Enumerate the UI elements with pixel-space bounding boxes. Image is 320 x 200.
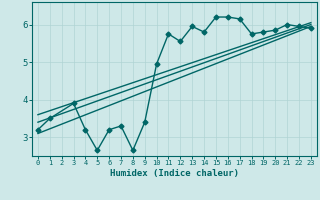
- X-axis label: Humidex (Indice chaleur): Humidex (Indice chaleur): [110, 169, 239, 178]
